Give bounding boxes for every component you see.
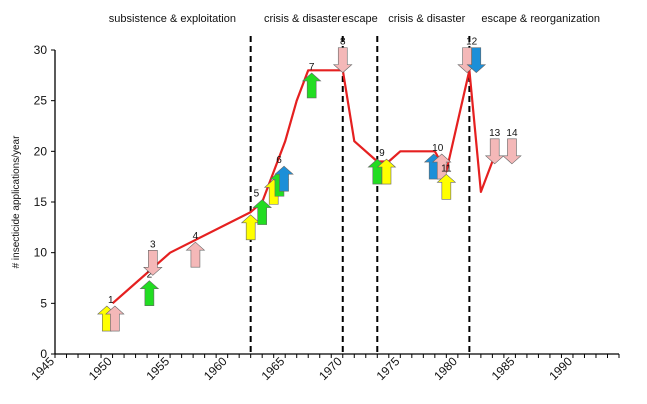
event-number-label: 14 [506,128,518,139]
event-number-label: 13 [489,128,501,139]
event-number-label: 1 [108,295,114,306]
x-tick-label: 1985 [489,354,518,383]
phase-label: escape & reorganization [481,13,600,25]
event-number-label: 5 [254,189,260,200]
y-axis-label: # insecticide applications/year [11,135,22,269]
event-number-label: 8 [340,37,346,48]
y-tick-label: 15 [34,195,48,209]
phase-label: subsistence & exploitation [109,13,236,25]
event-arrow-yellow-up [436,173,457,200]
event-number-label: 6 [276,155,282,166]
x-tick-label: 1960 [201,354,230,383]
series-line [111,69,494,305]
y-tick-label: 20 [34,144,48,158]
phase-dividers [249,36,471,354]
axes: 1 9 4 5 1950 1955 1960 1965 1970 1975 1980 1985 1990… [28,43,620,383]
event-arrow-pink-down [502,138,522,165]
x-tick-label: 1975 [374,354,403,383]
x-tick-label: 1955 [143,354,172,383]
event-arrow-pink-up [185,241,206,268]
y-tick-label: 0 [40,347,47,361]
event-arrow-yellow-up [376,158,397,185]
event-arrow-green-up [139,280,160,306]
event-arrow-pink-up [105,305,125,332]
event-number-label: 10 [432,143,444,154]
y-tick-label: 30 [34,43,48,57]
event-arrow-yellow-up [240,214,261,241]
x-tick-label: 1970 [316,354,345,383]
phase-labels: subsistence & exploitation crisis & disas… [109,13,600,25]
x-tick-label: 1965 [259,354,288,383]
x-tick-label: 1990 [546,354,575,383]
event-arrow-blue-up [274,165,294,192]
series-line-group [111,69,494,305]
event-arrow-blue-down [466,47,487,74]
event-arrow-green-up [301,72,322,99]
y-tick-label: 25 [34,94,48,108]
event-arrow-pink-down [484,138,505,165]
event-arrow-pink-down [332,47,353,74]
y-tick-label: 10 [34,246,48,260]
event-arrow-pink-down [143,250,163,276]
phase-label: crisis & disaster [264,13,341,25]
event-arrow-green-up [252,199,272,225]
event-number-label: 12 [466,37,478,48]
event-number-label: 3 [150,239,156,250]
event-number-label: 7 [309,62,315,73]
event-number-label: 9 [379,148,385,159]
event-number-label: 11 [441,163,452,174]
y-tick-label: 5 [40,296,47,310]
phase-label: crisis & disaster [388,13,465,25]
x-tick-label: 1950 [86,354,115,383]
event-number-label: 2 [147,270,153,281]
event-number-label: 4 [193,231,199,242]
phase-label: escape [342,13,377,25]
x-tick-label: 1980 [431,354,460,383]
